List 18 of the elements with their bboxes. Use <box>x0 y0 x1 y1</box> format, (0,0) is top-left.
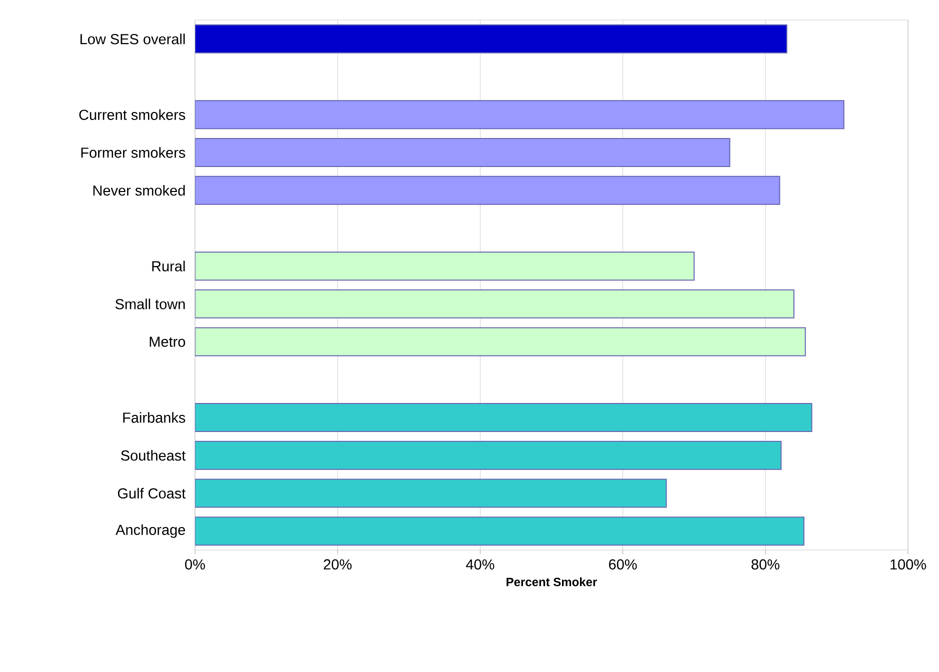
x-tick-label: 0% <box>185 559 205 570</box>
y-tick-label: Fairbanks <box>123 412 186 423</box>
x-tick-label: 40% <box>466 559 494 570</box>
x-tick-label: 80% <box>752 559 780 570</box>
y-tick-label: Current smokers <box>79 109 186 120</box>
y-tick-label: Never smoked <box>93 185 185 196</box>
y-tick-label: Anchorage <box>116 524 186 538</box>
y-tick-label: Low SES overall <box>80 34 185 44</box>
y-tick-label: Rural <box>152 260 185 272</box>
y-tick-label: Gulf Coast <box>118 488 186 499</box>
x-axis-title: Percent Smoker <box>506 577 597 586</box>
x-tick-label: 100% <box>890 559 926 570</box>
x-tick-label: 20% <box>324 559 352 570</box>
y-tick-label: Small town <box>115 298 185 310</box>
y-tick-label: Southeast <box>121 450 186 461</box>
y-tick-label: Former smokers <box>81 147 186 158</box>
x-tick-label: 60% <box>609 559 637 570</box>
y-tick-label: Metro <box>150 336 186 347</box>
